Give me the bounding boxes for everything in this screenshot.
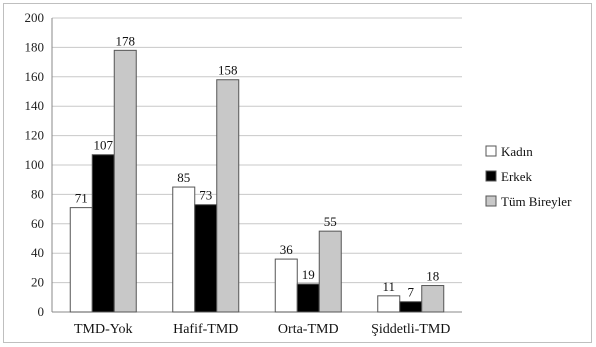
legend: Kadın Erkek Tüm Bireyler xyxy=(485,144,572,209)
category-label: TMD-Yok xyxy=(74,322,132,337)
y-tick-label: 80 xyxy=(31,186,44,201)
data-label: 158 xyxy=(218,63,238,78)
bar-erkek-1 xyxy=(194,204,218,313)
legend-label: Erkek xyxy=(501,169,533,184)
category-label: Şiddetli-TMD xyxy=(371,322,450,337)
data-label: 107 xyxy=(94,138,114,153)
bar-tüm-bireyler-1 xyxy=(216,79,240,313)
category-label: Orta-TMD xyxy=(278,322,339,337)
bar-kadın-3 xyxy=(377,295,401,313)
bar-tüm-bireyler-2 xyxy=(318,230,342,313)
bar-kadın-0 xyxy=(69,207,93,313)
bar-erkek-2 xyxy=(296,283,320,313)
bar-erkek-0 xyxy=(91,154,115,313)
y-tick-label: 180 xyxy=(25,39,45,54)
y-tick-label: 40 xyxy=(31,245,44,260)
data-label: 7 xyxy=(408,285,415,300)
legend-swatch xyxy=(485,195,497,207)
data-label: 85 xyxy=(177,170,190,185)
y-tick-label: 20 xyxy=(31,275,44,290)
legend-swatch xyxy=(485,145,497,157)
bars xyxy=(69,49,445,313)
y-tick-label: 0 xyxy=(38,304,45,319)
bar-tüm-bireyler-0 xyxy=(113,49,137,313)
data-label: 18 xyxy=(426,269,439,284)
bar-erkek-3 xyxy=(399,301,423,313)
bar-tüm-bireyler-3 xyxy=(421,285,445,313)
data-label: 19 xyxy=(302,267,315,282)
data-label: 36 xyxy=(280,242,294,257)
y-tick-label: 100 xyxy=(25,157,45,172)
y-tick-label: 200 xyxy=(25,10,45,25)
y-tick-label: 60 xyxy=(31,216,44,231)
bar-kadın-1 xyxy=(172,186,196,313)
data-label: 11 xyxy=(382,279,395,294)
data-label: 71 xyxy=(75,191,88,206)
bar-kadın-2 xyxy=(274,258,298,313)
legend-label: Kadın xyxy=(501,144,533,159)
category-labels: TMD-Yok Hafif-TMD Orta-TMD Şiddetli-TMD xyxy=(74,322,450,337)
y-tick-label: 140 xyxy=(25,98,45,113)
y-tick-label: 160 xyxy=(25,69,45,84)
y-axis-ticks: 0 20 40 60 80 100 120 140 160 180 200 xyxy=(25,10,45,319)
y-tick-label: 120 xyxy=(25,128,45,143)
data-label: 178 xyxy=(116,33,136,48)
category-label: Hafif-TMD xyxy=(173,322,238,337)
data-labels: 71 107 178 85 73 158 36 19 55 11 7 18 xyxy=(75,33,440,299)
data-label: 73 xyxy=(199,188,212,203)
legend-swatch xyxy=(485,170,497,182)
data-label: 55 xyxy=(324,214,337,229)
legend-label: Tüm Bireyler xyxy=(501,194,572,209)
